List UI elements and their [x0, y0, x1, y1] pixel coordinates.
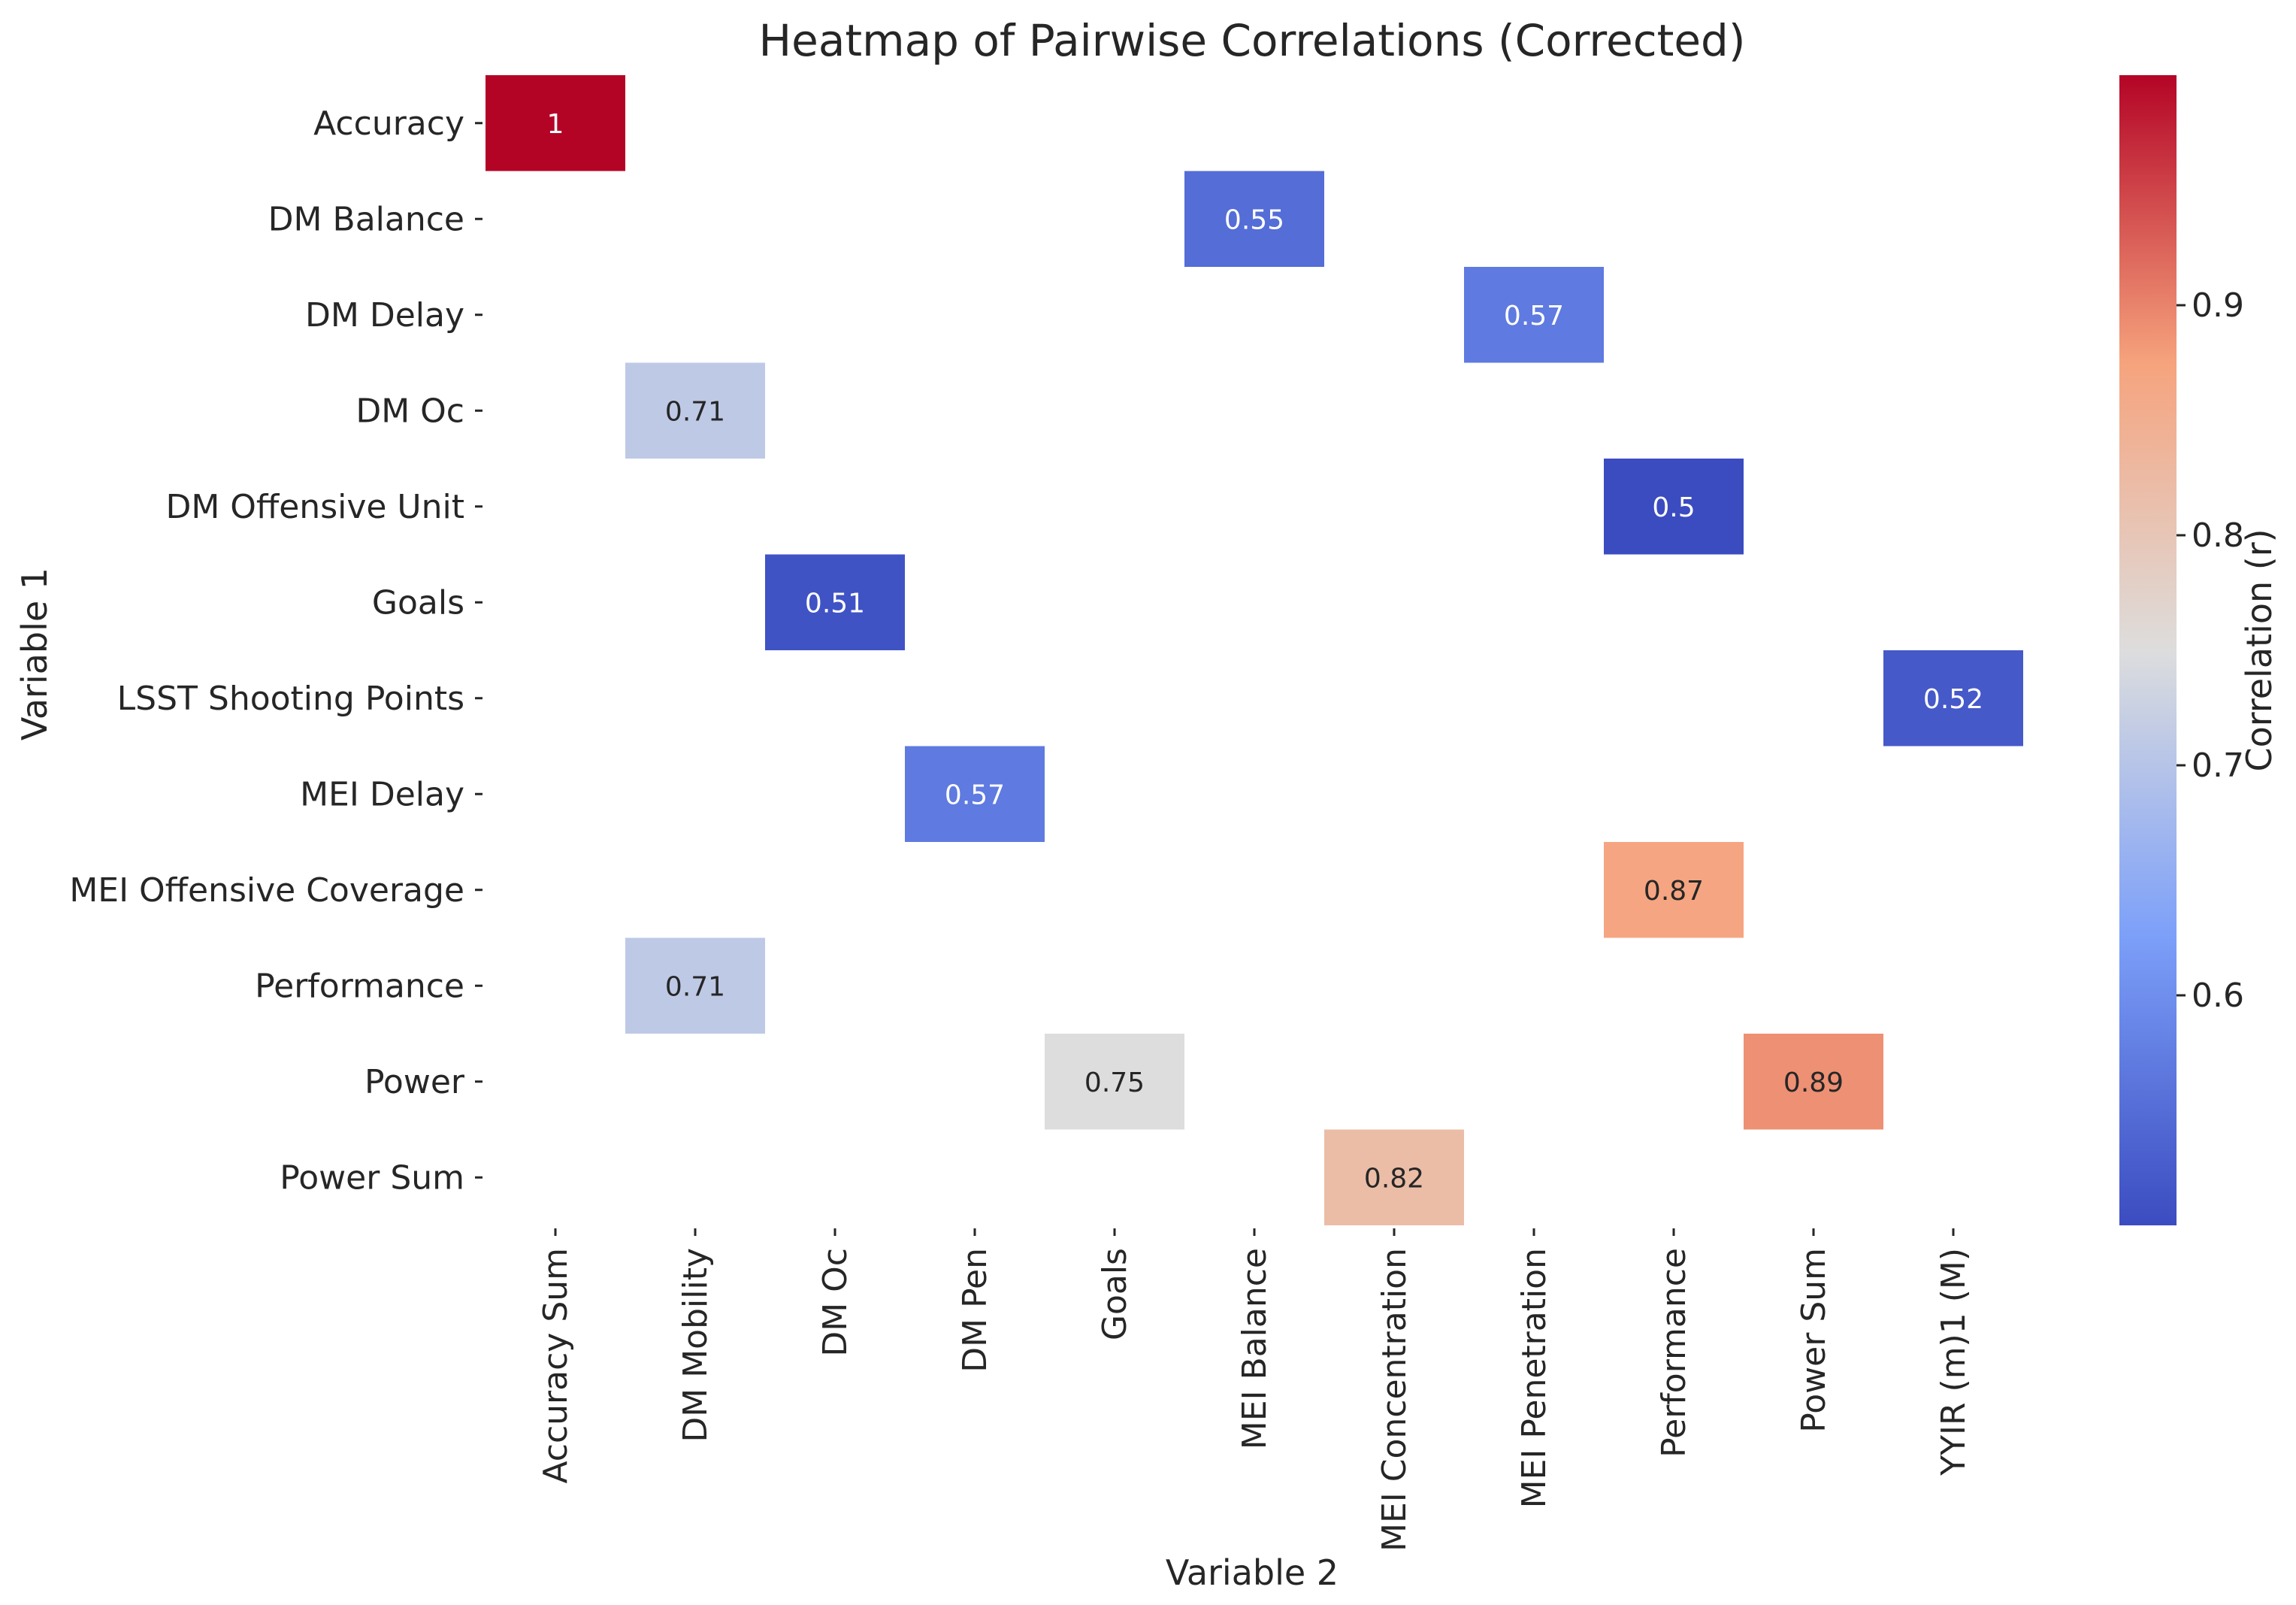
- heatmap-cell-value: 0.75: [1084, 1067, 1145, 1098]
- heatmap-cell-value: 0.87: [1644, 876, 1704, 907]
- y-tick-label-dm-oc: DM Oc: [355, 392, 464, 430]
- y-axis-title: Variable 1: [14, 568, 55, 740]
- heatmap-cell-value: 0.71: [665, 396, 725, 427]
- colorbar: 0.6 0.7 0.8 0.9 Correlation (r): [2119, 75, 2279, 1225]
- colorbar-tick-label: 0.9: [2192, 286, 2244, 325]
- y-tick-label-mei-delay: MEI Delay: [300, 775, 464, 813]
- colorbar-title: Correlation (r): [2239, 528, 2279, 771]
- x-tick-label-dm-mobility: DM Mobility: [676, 1248, 715, 1443]
- heatmap-cell-goals-dm-oc: [765, 554, 905, 650]
- x-tick-label-mei-concentration: MEI Concentration: [1375, 1248, 1414, 1552]
- y-tick-label-accuracy: Accuracy: [313, 104, 464, 143]
- heatmap-cell-dm-offensive-unit-performance: [1604, 459, 1744, 555]
- heatmap-cell-mei-delay-dm-pen: [905, 746, 1045, 842]
- y-tick-label-dm-balance: DM Balance: [268, 200, 464, 238]
- heatmap-cell-value: 0.89: [1783, 1067, 1844, 1098]
- heatmap-cell-value: 1: [547, 109, 564, 140]
- x-tick-label-yyir-m-1-m: YYIR (m)1 (M): [1935, 1248, 1973, 1476]
- heatmap-cells: 1 0.55 0.57 0.71 0.5 0.51 0.52 0.57 0.87 0.71 0.75…: [486, 75, 2023, 1225]
- heatmap-cell-performance-dm-mobility: [625, 937, 765, 1034]
- heatmap-cell-value: 0.71: [665, 971, 725, 1002]
- heatmap-cell-dm-balance-mei-balance: [1184, 171, 1324, 267]
- heatmap-cell-value: 0.5: [1652, 492, 1695, 523]
- heatmap-cell-value: 0.52: [1923, 684, 1983, 715]
- heatmap-cell-value: 0.55: [1224, 204, 1284, 235]
- colorbar-tick-label: 0.6: [2192, 977, 2244, 1015]
- chart-title: Heatmap of Pairwise Correlations (Correc…: [759, 15, 1746, 66]
- y-tick-label-power-sum: Power Sum: [280, 1158, 464, 1197]
- colorbar-gradient: [2119, 75, 2177, 1225]
- heatmap-cell-power-power-sum: [1744, 1034, 1883, 1130]
- x-tick-label-performance: Performance: [1655, 1248, 1693, 1458]
- x-tick-label-goals: Goals: [1096, 1248, 1134, 1340]
- x-tick-label-dm-pen: DM Pen: [956, 1248, 994, 1373]
- y-tick-label-mei-offensive-coverage: MEI Offensive Coverage: [69, 871, 464, 910]
- y-tick-label-dm-offensive-unit: DM Offensive Unit: [165, 488, 464, 526]
- heatmap-cell-value: 0.82: [1364, 1163, 1424, 1194]
- y-tick-label-dm-delay: DM Delay: [305, 296, 464, 335]
- heatmap-cell-value: 0.57: [1504, 301, 1564, 332]
- heatmap-cell-power-goals: [1045, 1034, 1184, 1130]
- colorbar-ticks: 0.6 0.7 0.8 0.9: [2177, 286, 2244, 1015]
- colorbar-tick-label: 0.8: [2192, 516, 2244, 555]
- y-tick-label-lsst-shooting-points: LSST Shooting Points: [117, 680, 464, 718]
- heatmap-cell-value: 0.51: [805, 588, 865, 619]
- heatmap-cell-dm-delay-mei-penetration: [1464, 267, 1604, 363]
- x-axis-title: Variable 2: [1166, 1552, 1339, 1593]
- x-tick-label-dm-oc: DM Oc: [816, 1248, 855, 1357]
- heatmap-cell-lsst-shooting-points-yyir-m-1-m: [1883, 650, 2023, 746]
- y-axis-ticks: Accuracy DM Balance DM Delay DM Oc DM Offens…: [69, 104, 482, 1197]
- heatmap-cell-dm-oc-dm-mobility: [625, 362, 765, 459]
- x-axis-ticks: Accuracy Sum DM Mobility DM Oc DM Pen Goals M…: [537, 1228, 1973, 1552]
- y-tick-label-performance: Performance: [255, 967, 464, 1005]
- heatmap-cell-accuracy-accuracy-sum: [486, 75, 625, 171]
- colorbar-tick-label: 0.7: [2192, 746, 2244, 785]
- heatmap-cell-mei-offensive-coverage-performance: [1604, 842, 1744, 938]
- x-tick-label-accuracy-sum: Accuracy Sum: [537, 1248, 575, 1484]
- heatmap-cell-power-sum-mei-concentration: [1324, 1129, 1464, 1225]
- y-tick-label-goals: Goals: [372, 583, 464, 622]
- heatmap-cell-value: 0.57: [945, 780, 1005, 810]
- y-tick-label-power: Power: [365, 1063, 465, 1101]
- x-tick-label-power-sum: Power Sum: [1795, 1248, 1833, 1433]
- x-tick-label-mei-penetration: MEI Penetration: [1515, 1248, 1553, 1508]
- x-tick-label-mei-balance: MEI Balance: [1236, 1248, 1274, 1449]
